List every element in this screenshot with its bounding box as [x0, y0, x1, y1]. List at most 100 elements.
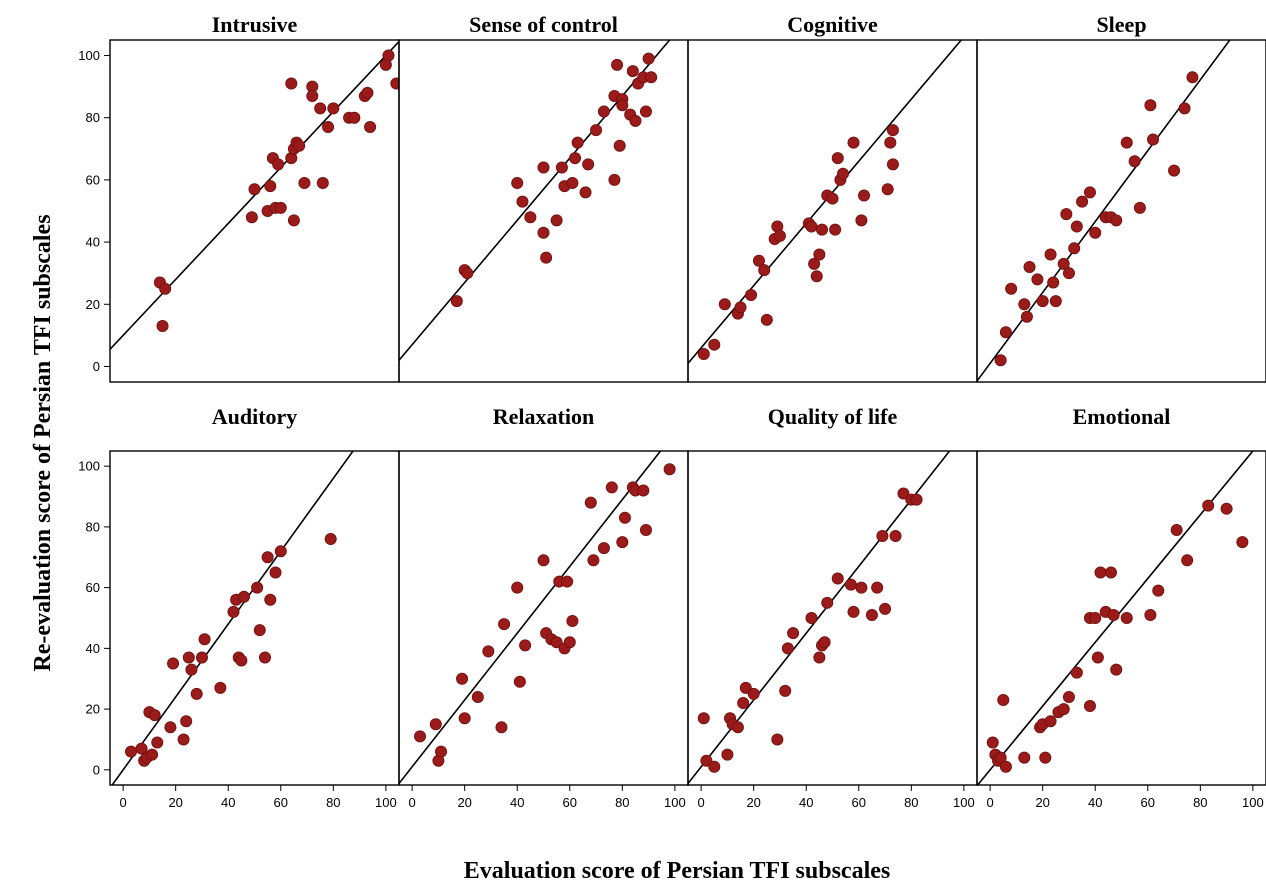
panel-frame	[976, 39, 1266, 383]
x-tick-label: 60	[1141, 795, 1155, 810]
x-tick-label: 40	[799, 795, 813, 810]
data-point	[584, 496, 597, 509]
panel-sleep: Sleep	[976, 12, 1266, 383]
data-point	[1089, 226, 1102, 239]
x-tick-label: 80	[326, 795, 340, 810]
data-point	[608, 173, 621, 186]
data-point	[435, 745, 448, 758]
data-point	[865, 608, 878, 621]
data-point	[587, 554, 600, 567]
data-point	[779, 684, 792, 697]
data-point	[316, 177, 329, 190]
data-point	[429, 718, 442, 731]
data-point	[1128, 155, 1141, 168]
data-point	[994, 751, 1007, 764]
data-point	[1147, 133, 1160, 146]
fit-line	[977, 451, 1254, 785]
data-point	[697, 712, 710, 725]
data-point	[248, 183, 261, 196]
panel-auditory: Auditory 0 20 40 60 80 100 0 20 40 60 80 100	[78, 404, 400, 810]
data-point	[550, 636, 563, 649]
data-point	[884, 136, 897, 149]
data-point	[597, 542, 610, 555]
x-tick-label: 0	[987, 795, 994, 810]
x-tick-label: 20	[746, 795, 760, 810]
data-point	[1005, 282, 1018, 295]
x-tick-label: 60	[852, 795, 866, 810]
data-point	[858, 189, 871, 202]
figure-y-axis-title: Re-evaluation score of Persian TFI subsc…	[30, 214, 56, 671]
data-point	[771, 733, 784, 746]
x-tick-label: 60	[563, 795, 577, 810]
data-point	[364, 121, 377, 134]
data-point	[285, 77, 298, 90]
data-point	[639, 105, 652, 118]
y-tick-label: 40	[86, 641, 100, 656]
data-point	[815, 223, 828, 236]
data-point	[125, 745, 138, 758]
data-point	[571, 136, 584, 149]
x-tick-label: 100	[664, 795, 686, 810]
data-point	[637, 484, 650, 497]
data-point	[264, 180, 277, 193]
data-point	[616, 536, 629, 549]
data-point	[718, 298, 731, 311]
y-tick-label: 80	[86, 110, 100, 125]
data-point	[495, 721, 508, 734]
data-point	[135, 742, 148, 755]
data-point	[831, 572, 844, 585]
data-point	[1170, 523, 1183, 536]
y-tick-label: 40	[86, 235, 100, 250]
data-point	[167, 657, 180, 670]
data-point	[414, 730, 427, 743]
data-point	[511, 581, 524, 594]
y-tick-label: 80	[86, 519, 100, 534]
data-point	[471, 690, 484, 703]
data-point	[847, 136, 860, 149]
panel-intrusive: Intrusive 0 20 40 60 80 100	[78, 12, 400, 383]
data-point	[808, 257, 821, 270]
data-point	[524, 211, 537, 224]
panel-title: Cognitive	[787, 12, 878, 37]
panel-frame	[109, 450, 400, 786]
x-tick-label: 0	[409, 795, 416, 810]
panel-relaxation: Relaxation 0 20 40 60 80 100	[398, 404, 689, 810]
panel-emotional: Emotional 0 20 40 60 80 100	[976, 404, 1266, 810]
data-point	[758, 264, 771, 277]
x-tick-label: 40	[510, 795, 524, 810]
data-point	[1020, 310, 1033, 323]
data-point	[1107, 608, 1120, 621]
x-tick-label: 80	[904, 795, 918, 810]
x-tick-label: 80	[615, 795, 629, 810]
data-point	[613, 139, 626, 152]
x-tick-label: 0	[698, 795, 705, 810]
data-point	[298, 177, 311, 190]
data-point	[563, 636, 576, 649]
data-point	[1083, 700, 1096, 713]
fit-line	[688, 40, 963, 364]
data-point	[1044, 248, 1057, 261]
x-tick-label: 100	[375, 795, 397, 810]
x-tick-label: 100	[953, 795, 975, 810]
data-point	[1089, 612, 1102, 625]
x-tick-label: 20	[1035, 795, 1049, 810]
data-point	[195, 651, 208, 664]
data-point	[871, 581, 884, 594]
data-point	[805, 612, 818, 625]
data-point	[579, 186, 592, 199]
data-point	[180, 715, 193, 728]
data-point	[1049, 295, 1062, 308]
data-point	[1068, 242, 1081, 255]
data-point	[629, 114, 642, 127]
y-tick-label: 0	[93, 359, 100, 374]
data-point	[361, 86, 374, 99]
data-point	[999, 326, 1012, 339]
data-point	[237, 590, 250, 603]
data-point	[482, 645, 495, 658]
panel-title: Sleep	[1096, 12, 1146, 37]
data-point	[235, 654, 248, 667]
data-point	[760, 313, 773, 326]
data-point	[663, 463, 676, 476]
data-point	[348, 111, 361, 124]
